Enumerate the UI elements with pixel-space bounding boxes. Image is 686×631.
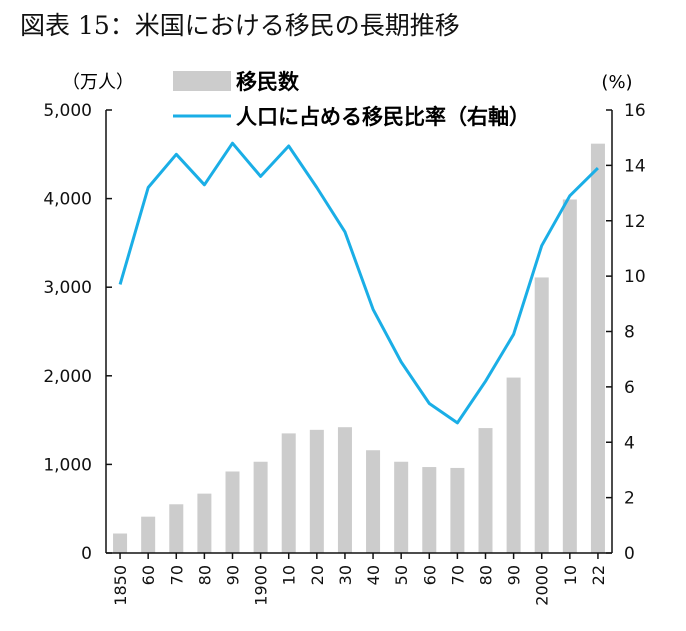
x-tick-label: 90 (224, 565, 243, 585)
bar-10-16 (562, 199, 577, 553)
bar-60-1 (141, 516, 156, 553)
bar-1900-5 (253, 461, 268, 553)
x-tick-label: 60 (139, 565, 158, 585)
x-tick-label: 22 (589, 565, 608, 585)
y-right-tick-label: 0 (624, 544, 635, 564)
x-tick-label: 10 (561, 565, 580, 585)
x-tick-label: 70 (167, 565, 186, 585)
bar-60-11 (422, 467, 437, 553)
y-left-unit-label: （万人） (62, 72, 134, 93)
bar-70-12 (450, 467, 465, 553)
bar-90-4 (225, 471, 240, 553)
y-left-tick-label: 4,000 (43, 190, 92, 210)
ratio-line (118, 141, 599, 425)
bar-90-14 (506, 377, 521, 553)
y-right-unit-label: (%) (601, 72, 632, 93)
bar-70-2 (169, 504, 184, 553)
bar-80-3 (197, 493, 212, 553)
bar-1850-0 (113, 533, 128, 553)
x-tick-label: 40 (364, 565, 383, 585)
bar-10-6 (281, 433, 296, 553)
y-right-tick-label: 12 (624, 212, 646, 232)
x-tick-label: 10 (280, 565, 299, 585)
x-tick-label: 50 (392, 565, 411, 585)
x-tick-label: 90 (505, 565, 524, 585)
y-left-tick-label: 1,000 (43, 455, 92, 475)
bar-2000-15 (534, 277, 549, 553)
x-tick-label: 30 (336, 565, 355, 585)
y-right-tick-label: 4 (624, 433, 635, 453)
y-left-tick-label: 2,000 (43, 367, 92, 387)
x-tick-label: 2000 (533, 565, 552, 606)
bar-20-7 (309, 429, 324, 553)
bars-group (113, 143, 605, 553)
y-left-tick-label: 0 (81, 544, 92, 564)
y-right-tick-label: 2 (624, 489, 635, 509)
y-right-tick-label: 8 (624, 323, 635, 343)
bar-40-9 (366, 450, 381, 553)
y-left-tick-label: 5,000 (43, 101, 92, 121)
x-tick-label: 70 (448, 565, 467, 585)
bar-22-17 (590, 143, 605, 553)
legend-line-label: 人口に占める移民比率（右軸） (236, 105, 530, 129)
x-tick-label: 80 (477, 565, 496, 585)
bar-80-13 (478, 428, 493, 553)
x-tick-label: 1850 (111, 565, 130, 606)
chart-title: 図表 15：米国における移民の長期推移 (20, 11, 460, 40)
bar-30-8 (337, 427, 352, 553)
x-tick-label: 1900 (252, 565, 271, 606)
axes-group: 0 1,000 2,000 3,000 4,000 5,000 0 2 4 6 8 10 12 14 16 1… (43, 101, 645, 606)
y-right-tick-label: 6 (624, 378, 635, 398)
bar-50-10 (394, 461, 409, 553)
x-tick-label: 60 (420, 565, 439, 585)
y-left-tick-label: 3,000 (43, 278, 92, 298)
legend-bar-swatch (173, 71, 231, 91)
x-tick-label: 80 (195, 565, 214, 585)
x-tick-label: 20 (308, 565, 327, 585)
legend-bar-label: 移民数 (236, 70, 300, 94)
y-right-tick-label: 14 (624, 156, 646, 176)
y-right-tick-label: 16 (624, 101, 646, 121)
y-right-tick-label: 10 (624, 267, 646, 287)
